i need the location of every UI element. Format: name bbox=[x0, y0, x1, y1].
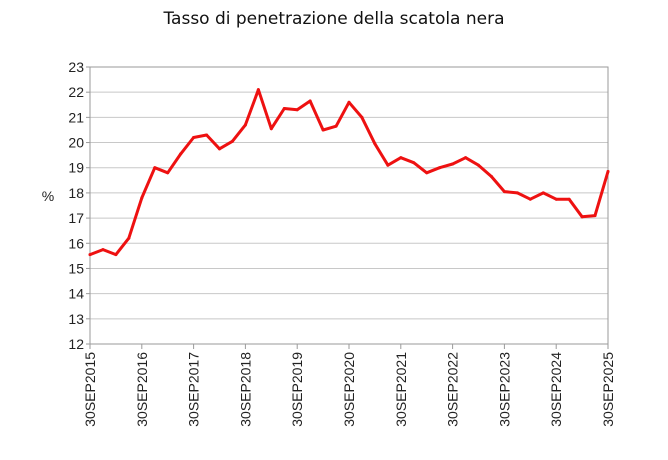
x-tick-label: 30SEP2022 bbox=[445, 352, 461, 427]
y-axis-ticks: 12 13 14 15 16 17 18 19 20 21 22 23 bbox=[68, 59, 90, 352]
data-point bbox=[127, 237, 130, 240]
x-tick-label: 30SEP2024 bbox=[548, 352, 564, 427]
y-tick-label: 21 bbox=[68, 109, 84, 125]
data-point bbox=[464, 156, 467, 159]
data-point bbox=[218, 147, 221, 150]
data-point bbox=[270, 127, 273, 130]
data-point bbox=[555, 198, 558, 201]
data-point bbox=[477, 164, 480, 167]
y-axis-label: % bbox=[42, 188, 54, 204]
x-tick-label: 30SEP2023 bbox=[496, 352, 512, 427]
data-point bbox=[490, 175, 493, 178]
data-point bbox=[568, 198, 571, 201]
data-point bbox=[322, 128, 325, 131]
data-point bbox=[231, 140, 234, 143]
data-point bbox=[529, 198, 532, 201]
data-point bbox=[503, 190, 506, 193]
data-point bbox=[309, 99, 312, 102]
x-tick-label: 30SEP2018 bbox=[237, 352, 253, 427]
y-tick-label: 19 bbox=[68, 160, 84, 176]
data-point bbox=[386, 164, 389, 167]
y-tick-label: 12 bbox=[68, 336, 84, 352]
data-point bbox=[101, 248, 104, 251]
data-point bbox=[594, 214, 597, 217]
data-point bbox=[425, 171, 428, 174]
data-point bbox=[283, 107, 286, 110]
data-point bbox=[348, 101, 351, 104]
x-tick-label: 30SEP2015 bbox=[82, 352, 98, 427]
plot-frame bbox=[90, 67, 608, 344]
x-tick-label: 30SEP2016 bbox=[134, 352, 150, 427]
data-point bbox=[296, 108, 299, 111]
y-tick-label: 17 bbox=[68, 210, 84, 226]
data-point bbox=[89, 253, 92, 256]
x-axis-ticks: 30SEP2015 30SEP2016 30SEP2017 30SEP2018 30SE… bbox=[82, 344, 616, 427]
data-point bbox=[360, 116, 363, 119]
data-point bbox=[192, 136, 195, 139]
data-point bbox=[335, 125, 338, 128]
y-tick-label: 14 bbox=[68, 286, 84, 302]
data-point bbox=[438, 166, 441, 169]
data-point bbox=[244, 123, 247, 126]
y-tick-label: 20 bbox=[68, 135, 84, 151]
data-point bbox=[451, 162, 454, 165]
data-point bbox=[114, 253, 117, 256]
x-tick-label: 30SEP2017 bbox=[186, 352, 202, 427]
y-tick-label: 23 bbox=[68, 59, 84, 75]
data-point bbox=[516, 191, 519, 194]
data-point bbox=[205, 133, 208, 136]
y-tick-label: 16 bbox=[68, 235, 84, 251]
y-tick-label: 13 bbox=[68, 311, 84, 327]
y-tick-label: 15 bbox=[68, 260, 84, 276]
data-point bbox=[257, 88, 260, 91]
data-point bbox=[179, 152, 182, 155]
y-tick-label: 18 bbox=[68, 185, 84, 201]
data-point bbox=[153, 166, 156, 169]
data-point bbox=[373, 142, 376, 145]
y-tick-label: 22 bbox=[68, 84, 84, 100]
data-point bbox=[166, 171, 169, 174]
data-point bbox=[140, 196, 143, 199]
x-tick-label: 30SEP2025 bbox=[600, 352, 616, 427]
data-point bbox=[399, 156, 402, 159]
gridlines bbox=[90, 92, 608, 319]
data-point bbox=[607, 170, 610, 173]
x-tick-label: 30SEP2021 bbox=[393, 352, 409, 427]
series-layer bbox=[89, 88, 610, 256]
data-point bbox=[542, 191, 545, 194]
x-tick-label: 30SEP2019 bbox=[289, 352, 305, 427]
data-point bbox=[581, 215, 584, 218]
data-point bbox=[412, 161, 415, 164]
x-tick-label: 30SEP2020 bbox=[341, 352, 357, 427]
